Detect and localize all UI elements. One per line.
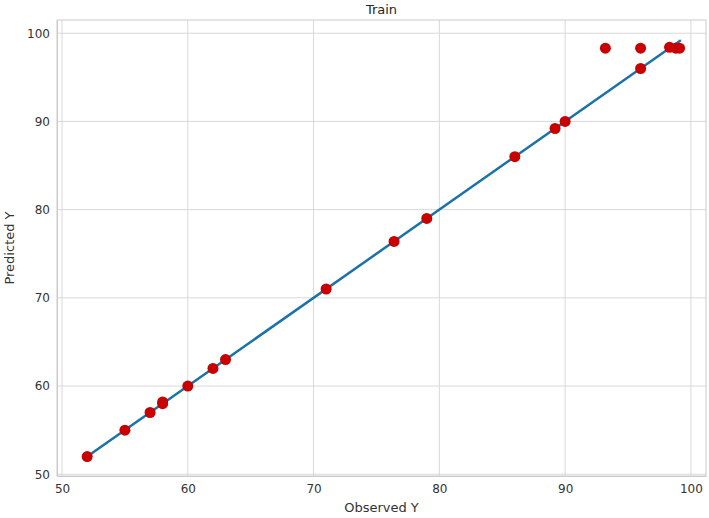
tick-label: 60	[35, 379, 50, 393]
point	[321, 284, 332, 295]
x-axis-title: Observed Y	[344, 500, 419, 515]
tick-label: 60	[181, 482, 196, 496]
tick: 80	[35, 203, 57, 217]
tick-label: 100	[27, 27, 50, 41]
grid-line	[62, 20, 63, 476]
point	[389, 236, 400, 247]
grid-line	[439, 20, 440, 476]
grid-line	[57, 297, 706, 298]
tick-label: 50	[55, 482, 70, 496]
grid-line	[187, 20, 188, 476]
grid-line	[565, 20, 566, 476]
point	[550, 123, 561, 134]
tick-label: 80	[35, 203, 50, 217]
point	[635, 43, 646, 54]
tick-label: 100	[680, 482, 703, 496]
grid-line	[57, 33, 706, 34]
point	[145, 407, 156, 418]
y-axis-title: Predicted Y	[2, 211, 17, 284]
tick-label: 90	[35, 115, 50, 129]
grid-line	[690, 20, 691, 476]
point	[182, 381, 193, 392]
grid-line	[57, 209, 706, 210]
tick: 50	[55, 476, 70, 496]
point	[207, 363, 218, 374]
tick: 60	[35, 379, 57, 393]
point	[635, 63, 646, 74]
x-axis: 50 60 70 80 90 100	[55, 476, 707, 496]
point	[674, 43, 685, 54]
point	[220, 354, 231, 365]
point	[509, 151, 520, 162]
tick: 90	[35, 115, 57, 129]
axis-line	[57, 21, 58, 477]
tick: 80	[432, 476, 447, 496]
tick: 50	[35, 468, 57, 482]
point	[600, 43, 611, 54]
tick-label: 90	[558, 482, 573, 496]
tick: 100	[27, 27, 57, 41]
plot-background	[57, 20, 706, 476]
y-axis: 50 60 70 80 90 100	[27, 21, 57, 482]
grid-line	[57, 474, 706, 475]
plot-frame	[57, 20, 706, 476]
tick: 70	[35, 291, 57, 305]
fit-line	[87, 40, 681, 456]
point	[82, 451, 93, 462]
point	[157, 396, 168, 407]
tick-label: 50	[35, 468, 50, 482]
grid-line	[57, 386, 706, 387]
title: Train	[365, 2, 397, 17]
grid-line	[313, 20, 314, 476]
point	[421, 213, 432, 224]
point	[560, 116, 571, 127]
chart: 50 60 70 80 90 100 50 60 70 80 90 100 Train Observed …	[0, 0, 709, 518]
tick: 90	[558, 476, 573, 496]
grid-line	[57, 121, 706, 122]
tick: 100	[680, 476, 703, 496]
tick: 70	[306, 476, 321, 496]
tick-label: 80	[432, 482, 447, 496]
tick: 60	[181, 476, 196, 496]
grid	[57, 20, 706, 476]
tick-label: 70	[35, 291, 50, 305]
plot: 50 60 70 80 90 100 50 60 70 80 90 100	[27, 20, 706, 496]
marks	[82, 40, 685, 462]
point	[119, 425, 130, 436]
tick-label: 70	[306, 482, 321, 496]
axis-line	[58, 476, 707, 477]
